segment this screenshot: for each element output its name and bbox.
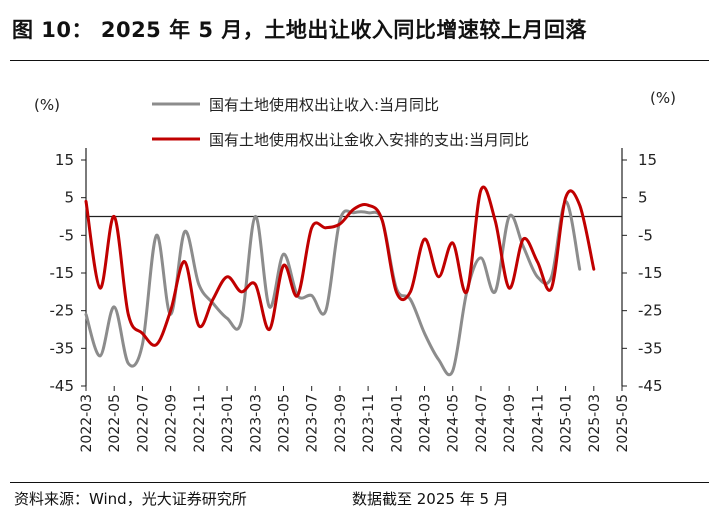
legend: 国有土地使用权出让收入:当月同比 国有土地使用权出让金收入安排的支出:当月同比 [152, 96, 529, 149]
series-line-land-revenue [84, 199, 582, 377]
x-tick-label: 2023-07 [305, 394, 321, 453]
x-tick-label: 2022-11 [192, 394, 208, 453]
y-tick-label-left: -45 [50, 377, 75, 395]
data-date-note: 数据截至 2025 年 5 月 [352, 490, 509, 508]
x-tick-label: 2024-03 [418, 394, 434, 453]
x-tick-label: 2024-11 [530, 394, 546, 453]
legend-label-land-expenditure: 国有土地使用权出让金收入安排的支出:当月同比 [209, 131, 529, 149]
x-tick-label: 2023-09 [333, 394, 349, 453]
x-tick-label: 2022-07 [135, 394, 151, 453]
axes-layer: 15 155 5-5 -5-15 -15-25 -25-35 -35-45 -452022-0… [50, 148, 663, 453]
y-tick-label-right: -45 [638, 377, 663, 395]
series-line-land-expenditure [84, 185, 596, 347]
x-tick-label: 2024-07 [474, 394, 490, 453]
x-tick-label: 2023-01 [220, 394, 236, 453]
x-tick-label: 2023-11 [361, 394, 377, 453]
y-axis-unit-left: (%) [34, 96, 60, 114]
y-tick-label-left: -15 [50, 264, 75, 282]
footer-rule [10, 482, 709, 483]
y-tick-label-right: -25 [638, 302, 663, 320]
y-tick-label-right: -15 [638, 264, 663, 282]
x-tick-label: 2025-01 [559, 394, 575, 453]
line-chart: 15 155 5-5 -5-15 -15-25 -25-35 -35-45 -452022-0… [34, 89, 676, 453]
y-tick-label-left: -5 [59, 226, 74, 244]
y-tick-label-left: 5 [64, 189, 74, 207]
x-tick-label: 2024-09 [502, 394, 518, 453]
y-tick-label-right: 5 [638, 189, 648, 207]
legend-label-land-revenue: 国有土地使用权出让收入:当月同比 [209, 96, 439, 114]
y-tick-label-left: -25 [50, 302, 75, 320]
source-note: 资料来源：Wind，光大证券研究所 [14, 490, 247, 508]
y-tick-label-right: 15 [638, 151, 657, 169]
y-tick-label-right: -35 [638, 339, 663, 357]
x-tick-label: 2025-05 [615, 394, 631, 453]
y-axis-unit-right: (%) [650, 89, 676, 107]
x-tick-label: 2025-03 [587, 394, 603, 453]
x-tick-label: 2022-09 [164, 394, 180, 453]
x-tick-label: 2023-03 [248, 394, 264, 453]
y-tick-label-left: -35 [50, 339, 75, 357]
x-tick-label: 2023-05 [276, 394, 292, 453]
x-tick-label: 2024-05 [446, 394, 462, 453]
x-tick-label: 2022-03 [79, 394, 95, 453]
figure-title: 图 10： 2025 年 5 月，土地出让收入同比增速较上月回落 [12, 18, 587, 42]
title-rule [10, 60, 709, 61]
x-tick-label: 2024-01 [389, 394, 405, 453]
y-tick-label-right: -5 [638, 226, 653, 244]
x-tick-label: 2022-05 [107, 394, 123, 453]
y-tick-label-left: 15 [55, 151, 74, 169]
series-layer [84, 185, 596, 377]
